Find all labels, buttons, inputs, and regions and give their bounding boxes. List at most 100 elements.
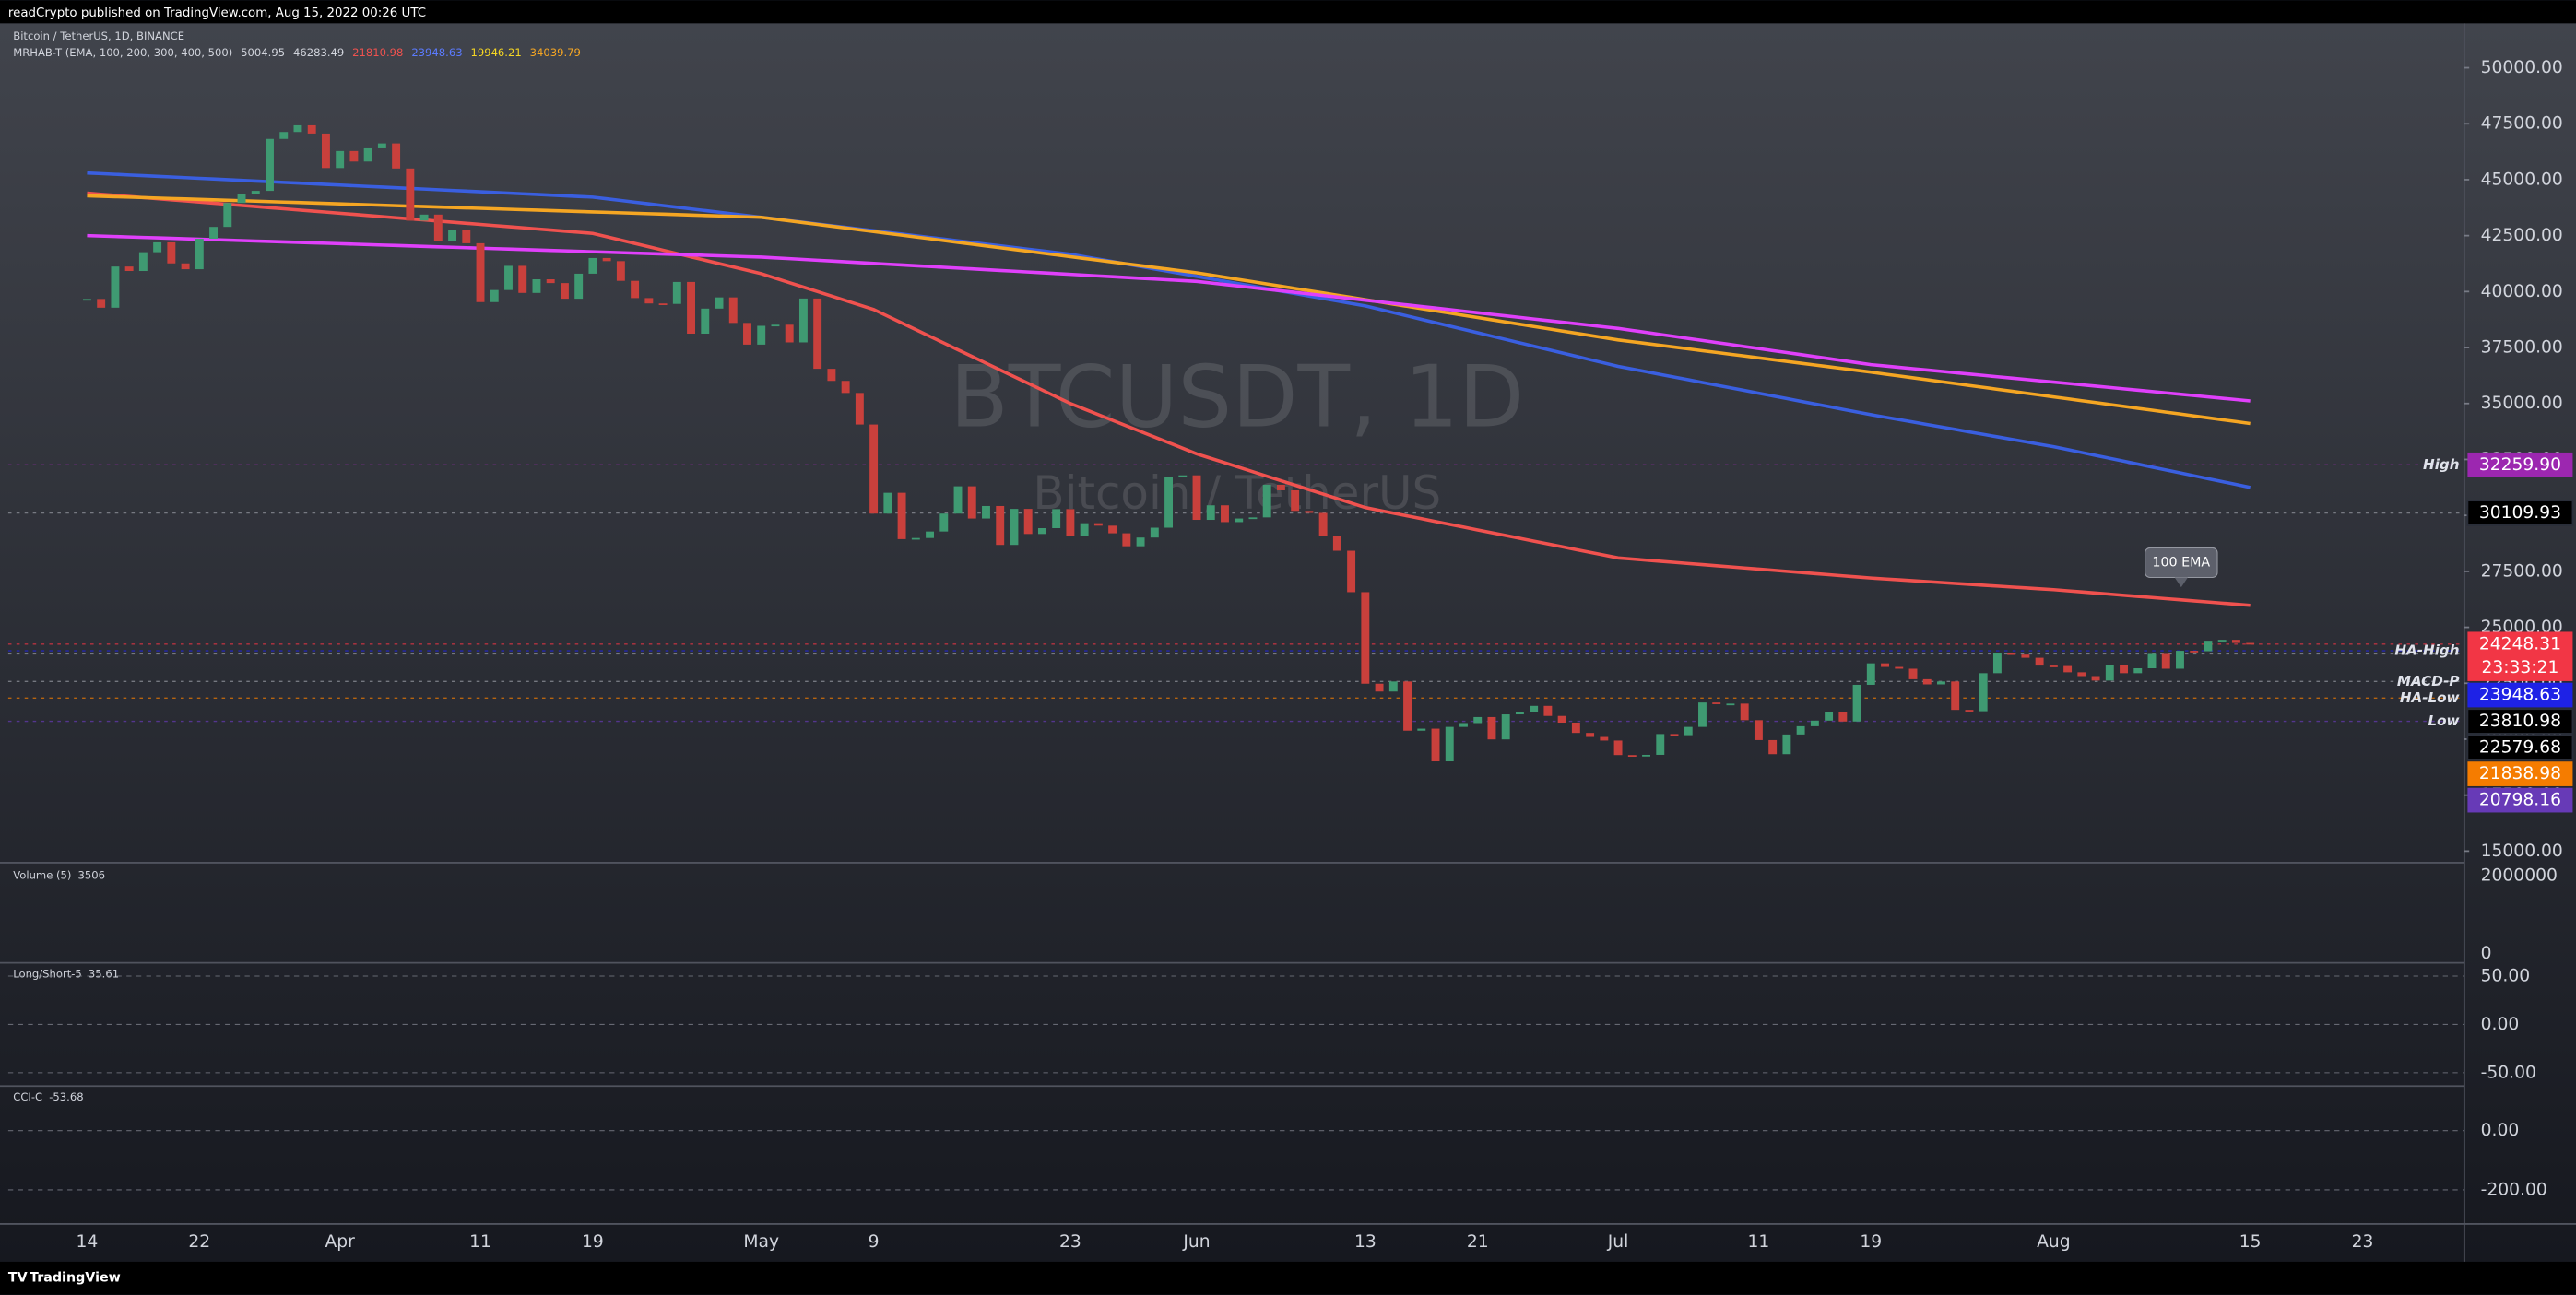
candle — [1810, 720, 1819, 726]
candle — [1557, 715, 1566, 724]
candle — [1221, 505, 1229, 523]
indicator-value: 34039.79 — [530, 46, 581, 59]
candle — [1010, 509, 1019, 546]
candle — [307, 124, 316, 134]
pane-tick-label: 2000000 — [2481, 866, 2558, 886]
candle — [2246, 642, 2255, 645]
candle — [518, 265, 527, 293]
price-badge-label: 20798.16 — [2479, 791, 2561, 810]
candle — [687, 281, 696, 335]
ma-line — [87, 194, 2251, 426]
candle — [1305, 511, 1314, 513]
candle — [349, 150, 359, 162]
candle — [1754, 720, 1763, 740]
candle — [1992, 653, 2002, 674]
price-badge — [2467, 761, 2573, 786]
pane-title: Long/Short-5 — [13, 968, 82, 981]
footer-logo-mark: TV — [8, 1271, 28, 1286]
x-tick-label: 13 — [1354, 1232, 1377, 1252]
candle — [2161, 653, 2170, 669]
price-badge-label: 22579.68 — [2479, 738, 2561, 758]
price-badge — [2467, 631, 2573, 681]
y-tick-label: 15000.00 — [2481, 842, 2563, 861]
watermark: BTCUSDT, 1D — [950, 347, 1524, 446]
candle — [869, 424, 879, 514]
candle — [926, 531, 935, 538]
candle — [1136, 537, 1145, 547]
candle — [1656, 734, 1665, 755]
price-badge — [2467, 452, 2573, 477]
candle — [490, 289, 499, 302]
candle — [827, 369, 836, 382]
candle — [223, 203, 232, 228]
candle — [996, 505, 1005, 546]
candle — [1445, 726, 1454, 762]
candle — [97, 299, 106, 308]
x-tick-label: 9 — [869, 1232, 880, 1252]
candle — [546, 278, 555, 284]
candle — [757, 325, 766, 345]
candle — [1881, 663, 1889, 667]
candle — [433, 214, 443, 241]
candle — [1543, 705, 1553, 716]
indicator-value: 21810.98 — [352, 46, 403, 59]
y-tick-label: 40000.00 — [2481, 282, 2563, 301]
y-tick-label: 42500.00 — [2481, 226, 2563, 245]
candle — [1023, 509, 1033, 535]
indicator-value: 46283.49 — [293, 46, 344, 59]
candle — [1979, 673, 1988, 712]
candle — [785, 324, 794, 343]
candle — [1951, 681, 1960, 711]
pane-tick-label: 0 — [2481, 944, 2492, 963]
candle — [377, 143, 386, 148]
candle — [1178, 475, 1188, 477]
candle — [138, 252, 148, 272]
price-level-name: High — [2423, 456, 2459, 473]
candle — [1332, 536, 1341, 551]
candle — [336, 150, 345, 169]
candle — [1066, 509, 1075, 536]
candle — [1122, 533, 1131, 547]
candle — [1866, 663, 1875, 685]
price-badge-label: 30109.93 — [2479, 503, 2561, 523]
candle — [209, 227, 219, 240]
candle — [1740, 703, 1749, 721]
candle — [2176, 651, 2184, 669]
candle — [588, 257, 597, 274]
annotation-pointer — [2174, 577, 2188, 588]
candle — [153, 241, 162, 253]
watermark-subtitle: Bitcoin / TetherUS — [1033, 466, 1441, 520]
candle — [1965, 710, 1974, 712]
candle — [1908, 668, 1918, 679]
x-tick-label: 22 — [188, 1232, 210, 1252]
price-badge-label: 24248.31 — [2479, 634, 2561, 653]
candle — [672, 281, 681, 304]
price-badge-label: 32259.90 — [2479, 455, 2561, 475]
candle — [1052, 509, 1061, 529]
pane-title: Volume (5) — [13, 869, 71, 882]
candle — [1037, 528, 1046, 535]
candle — [631, 280, 640, 299]
candle — [1768, 739, 1778, 755]
x-tick-label: Apr — [325, 1232, 356, 1252]
candle — [1586, 733, 1595, 737]
candle — [1164, 477, 1174, 528]
candle — [392, 143, 401, 169]
footer-bar — [0, 1261, 2576, 1295]
x-tick-label: 11 — [1748, 1232, 1770, 1252]
candle — [2035, 657, 2044, 666]
candle — [1515, 712, 1524, 715]
candle — [1937, 681, 1945, 685]
candle — [266, 138, 274, 192]
price-badge — [2466, 708, 2574, 735]
candle — [658, 303, 668, 306]
pane-title: CCI-C — [13, 1090, 42, 1103]
candle — [124, 266, 134, 272]
candle — [2021, 654, 2030, 658]
x-tick-label: 23 — [1059, 1232, 1081, 1252]
x-tick-label: 19 — [1860, 1232, 1882, 1252]
y-tick-label: 47500.00 — [2481, 114, 2563, 134]
candle — [1487, 716, 1496, 740]
candle — [1530, 705, 1539, 712]
candle — [1712, 702, 1721, 704]
